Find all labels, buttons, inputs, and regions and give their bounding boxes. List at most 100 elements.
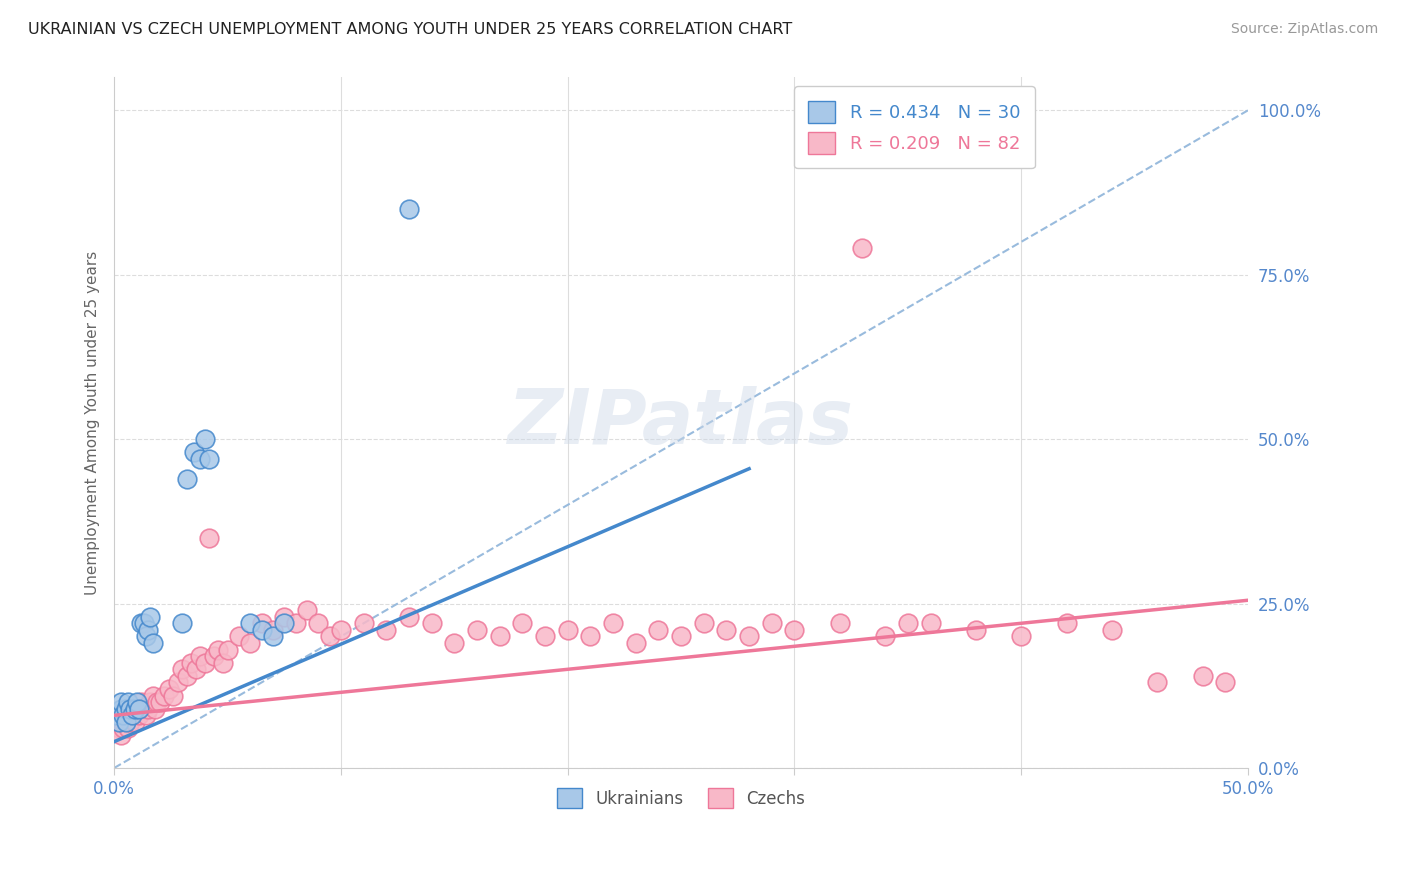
- Point: [897, 616, 920, 631]
- Point: [114, 714, 136, 729]
- Point: [783, 623, 806, 637]
- Point: [128, 708, 150, 723]
- Point: [117, 722, 139, 736]
- Point: [693, 616, 716, 631]
- Legend: Ukrainians, Czechs: Ukrainians, Czechs: [550, 781, 813, 815]
- Point: [107, 722, 129, 736]
- Point: [250, 623, 273, 637]
- Point: [198, 531, 221, 545]
- Point: [212, 656, 235, 670]
- Point: [353, 616, 375, 631]
- Text: Source: ZipAtlas.com: Source: ZipAtlas.com: [1230, 22, 1378, 37]
- Point: [124, 714, 146, 729]
- Point: [295, 603, 318, 617]
- Point: [139, 695, 162, 709]
- Point: [148, 695, 170, 709]
- Point: [534, 629, 557, 643]
- Point: [669, 629, 692, 643]
- Point: [217, 642, 239, 657]
- Point: [180, 656, 202, 670]
- Point: [110, 695, 132, 709]
- Point: [143, 702, 166, 716]
- Point: [738, 629, 761, 643]
- Point: [375, 623, 398, 637]
- Point: [1056, 616, 1078, 631]
- Point: [262, 623, 284, 637]
- Point: [114, 702, 136, 716]
- Point: [132, 702, 155, 716]
- Point: [120, 714, 142, 729]
- Point: [176, 472, 198, 486]
- Point: [166, 675, 188, 690]
- Point: [136, 702, 159, 716]
- Point: [307, 616, 329, 631]
- Point: [105, 714, 128, 729]
- Point: [273, 616, 295, 631]
- Point: [121, 708, 143, 723]
- Point: [329, 623, 352, 637]
- Point: [112, 708, 135, 723]
- Point: [579, 629, 602, 643]
- Point: [135, 629, 157, 643]
- Point: [190, 649, 212, 664]
- Point: [194, 656, 217, 670]
- Point: [114, 702, 136, 716]
- Point: [228, 629, 250, 643]
- Point: [239, 616, 262, 631]
- Point: [207, 642, 229, 657]
- Point: [273, 609, 295, 624]
- Point: [1191, 669, 1213, 683]
- Point: [202, 649, 225, 664]
- Point: [920, 616, 942, 631]
- Point: [262, 629, 284, 643]
- Point: [965, 623, 987, 637]
- Point: [851, 242, 873, 256]
- Point: [131, 695, 153, 709]
- Text: UKRAINIAN VS CZECH UNEMPLOYMENT AMONG YOUTH UNDER 25 YEARS CORRELATION CHART: UKRAINIAN VS CZECH UNEMPLOYMENT AMONG YO…: [28, 22, 793, 37]
- Point: [420, 616, 443, 631]
- Point: [110, 702, 132, 716]
- Point: [761, 616, 783, 631]
- Point: [1101, 623, 1123, 637]
- Point: [602, 616, 624, 631]
- Point: [398, 609, 420, 624]
- Point: [624, 636, 647, 650]
- Point: [110, 714, 132, 729]
- Point: [136, 623, 159, 637]
- Point: [1010, 629, 1032, 643]
- Text: ZIPatlas: ZIPatlas: [508, 385, 853, 459]
- Point: [110, 728, 132, 742]
- Point: [153, 689, 176, 703]
- Point: [172, 616, 194, 631]
- Point: [443, 636, 465, 650]
- Point: [198, 451, 221, 466]
- Point: [488, 629, 510, 643]
- Point: [124, 702, 146, 716]
- Point: [131, 616, 153, 631]
- Point: [250, 616, 273, 631]
- Point: [112, 722, 135, 736]
- Point: [1146, 675, 1168, 690]
- Point: [190, 451, 212, 466]
- Point: [117, 695, 139, 709]
- Point: [1213, 675, 1236, 690]
- Point: [125, 695, 148, 709]
- Point: [828, 616, 851, 631]
- Point: [875, 629, 897, 643]
- Point: [135, 708, 157, 723]
- Point: [176, 669, 198, 683]
- Point: [157, 681, 180, 696]
- Point: [128, 702, 150, 716]
- Point: [105, 708, 128, 723]
- Y-axis label: Unemployment Among Youth under 25 years: Unemployment Among Youth under 25 years: [86, 251, 100, 595]
- Point: [512, 616, 534, 631]
- Point: [194, 432, 217, 446]
- Point: [647, 623, 669, 637]
- Point: [120, 702, 142, 716]
- Point: [398, 202, 420, 216]
- Point: [125, 702, 148, 716]
- Point: [107, 708, 129, 723]
- Point: [239, 636, 262, 650]
- Point: [184, 662, 207, 676]
- Point: [318, 629, 340, 643]
